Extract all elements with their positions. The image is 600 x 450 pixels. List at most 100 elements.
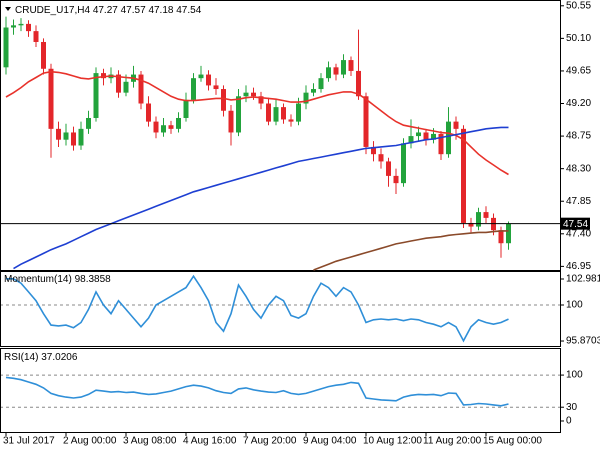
symbol: CRUDE_U17,H4 — [15, 5, 90, 16]
candle-body — [453, 121, 459, 129]
candle-body — [303, 92, 309, 104]
candle-body — [476, 212, 481, 227]
symbol-arrow — [5, 7, 11, 11]
indicator-value: 37.0206 — [41, 352, 78, 363]
candle-body — [221, 89, 226, 111]
x-tick-label: 7 Aug 20:00 — [243, 436, 297, 447]
y-tick-label: 30 — [566, 402, 578, 413]
y-tick-label: 49.65 — [566, 66, 591, 77]
candle-body — [168, 125, 174, 129]
candle-body — [266, 103, 271, 122]
y-tick-label: 102.9812 — [566, 274, 600, 285]
candle-body — [93, 73, 99, 118]
candle-body — [378, 154, 384, 162]
candle-body — [401, 143, 406, 184]
candle-body — [416, 132, 421, 137]
y-tick-label: 50.55 — [566, 0, 591, 11]
candle-body — [48, 68, 54, 129]
rsi-title: RSI(14) 37.0206 — [4, 352, 78, 363]
momentum-title: Momentum(14) 98.3858 — [4, 274, 111, 285]
x-tick-label: 9 Aug 04:00 — [303, 436, 357, 447]
y-tick-label: 46.95 — [566, 261, 591, 272]
candle-body — [198, 74, 204, 79]
candle-body — [341, 60, 346, 75]
candle-body — [138, 74, 144, 104]
candle-body — [11, 25, 16, 28]
candle-body — [71, 132, 76, 146]
x-tick-label: 31 Jul 2017 — [3, 436, 55, 447]
candle-body — [236, 96, 241, 133]
indicator-name: Momentum(14) — [4, 274, 72, 285]
indicator-name: RSI(14) — [4, 352, 38, 363]
x-tick-label: 3 Aug 08:00 — [123, 436, 177, 447]
candle-body — [438, 133, 444, 155]
candle-body — [446, 121, 451, 155]
candle-body — [258, 96, 264, 104]
price-label-bg — [560, 217, 590, 230]
candle-body — [243, 92, 249, 97]
candle-body — [123, 81, 129, 93]
candle-body — [311, 89, 316, 93]
x-tick-label: 15 Aug 00:00 — [483, 436, 542, 447]
candle-body — [213, 85, 219, 90]
indicator-value: 98.3858 — [75, 274, 112, 285]
candle-body — [483, 212, 489, 218]
panel-frame — [0, 0, 561, 271]
indicator-line — [6, 274, 509, 343]
candle-body — [18, 23, 24, 26]
moving-average — [13, 126, 509, 270]
candle-body — [356, 70, 361, 97]
candle-body — [333, 67, 339, 75]
moving-average — [313, 230, 509, 271]
candle-body — [318, 78, 324, 90]
indicator-line — [5, 376, 509, 407]
candle-body — [86, 117, 91, 129]
candle-body — [281, 107, 286, 120]
candle-body — [296, 103, 301, 122]
candle-body — [41, 41, 46, 69]
candle-body — [191, 78, 196, 100]
y-tick-label: 48.30 — [566, 163, 591, 174]
candle-body — [506, 223, 511, 244]
candle-body — [273, 107, 279, 122]
candle-body — [153, 121, 159, 133]
candle-body — [461, 128, 466, 223]
candle-body — [26, 23, 31, 32]
x-tick-label: 11 Aug 20:00 — [423, 436, 482, 447]
candle-body — [176, 117, 181, 129]
last-high: 47.57 — [121, 5, 146, 16]
candle-body — [56, 128, 61, 140]
candle-body — [468, 222, 474, 227]
y-tick-label: 47.85 — [566, 196, 591, 207]
y-tick-label: 50.10 — [566, 33, 591, 44]
last-close: 47.54 — [176, 5, 201, 16]
candle-body — [116, 74, 121, 93]
candle-body — [101, 73, 106, 79]
last-open: 47.27 — [93, 5, 118, 16]
candle-body — [371, 146, 376, 155]
candle-body — [206, 74, 211, 86]
x-tick-label: 10 Aug 12:00 — [363, 436, 422, 447]
candle-body — [33, 31, 39, 42]
candle-body — [348, 60, 354, 71]
candle-body — [393, 175, 399, 184]
y-tick-label: 100 — [566, 370, 583, 381]
candle-body — [386, 161, 391, 176]
candle-body — [146, 103, 151, 122]
chart-header: CRUDE_U17,H4 47.27 47.57 47.18 47.54 — [15, 5, 202, 16]
y-tick-label: 0 — [566, 416, 572, 427]
candle-body — [183, 99, 189, 118]
candle-body — [78, 128, 84, 146]
candle-body — [326, 67, 331, 79]
y-tick-label: 95.8703 — [566, 336, 600, 347]
candle-body — [408, 136, 414, 144]
plot-area — [1, 16, 560, 408]
candle-body — [498, 230, 504, 244]
candle-body — [423, 132, 429, 140]
y-tick-label: 47.40 — [566, 228, 591, 239]
x-tick-label: 4 Aug 16:00 — [183, 436, 237, 447]
candle-body — [363, 96, 369, 147]
price-label: 47.54 — [563, 219, 588, 230]
candle-body — [251, 92, 256, 97]
